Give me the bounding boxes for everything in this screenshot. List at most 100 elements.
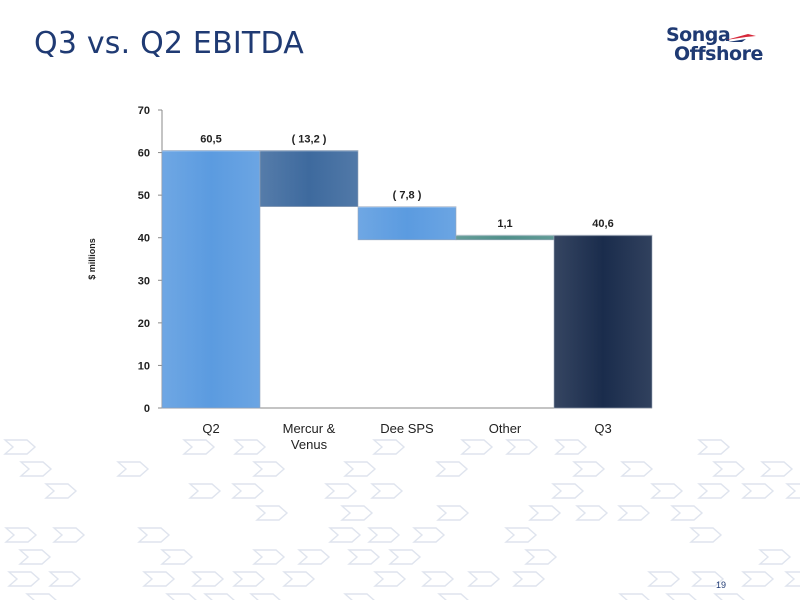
chevron-pattern-shape <box>647 571 681 587</box>
chevron-pattern-shape <box>19 461 53 477</box>
logo-line-1: Songa <box>666 24 731 46</box>
chevron-pattern-shape <box>697 483 731 499</box>
chevron-pattern-shape <box>421 571 455 587</box>
chevron-pattern-shape <box>712 461 746 477</box>
chevron-pattern-shape <box>512 571 546 587</box>
chevron-pattern-shape <box>203 593 235 600</box>
chevron-pattern-shape <box>412 527 446 543</box>
chevron-pattern-shape <box>697 439 731 455</box>
chevron-pattern-shape <box>116 461 150 477</box>
chevron-pattern-shape <box>44 483 78 499</box>
chevron-pattern-shape <box>52 527 86 543</box>
y-axis-title: $ millions <box>87 238 97 280</box>
chevron-pattern-shape <box>324 483 358 499</box>
chevron-pattern-shape <box>691 571 725 587</box>
chevron-pattern-shape <box>670 505 704 521</box>
y-tick-label: 20 <box>138 318 150 330</box>
chevron-pattern-shape <box>617 505 651 521</box>
chevron-pattern-shape <box>689 527 723 543</box>
chevron-pattern-shape <box>741 483 775 499</box>
chevron-pattern-shape <box>48 571 82 587</box>
data-label: 60,5 <box>200 133 221 145</box>
logo-swoosh-icon <box>726 34 756 42</box>
chevron-pattern-shape <box>7 571 41 587</box>
chevron-pattern-shape <box>343 593 375 600</box>
chevron-pattern-shape <box>3 439 37 455</box>
chevron-pattern-shape <box>467 571 501 587</box>
x-tick-label: Q3 <box>594 421 611 436</box>
y-tick-label: 50 <box>138 190 150 202</box>
chevron-pattern-shape <box>137 527 171 543</box>
y-tick-label: 10 <box>138 360 150 372</box>
chevron-pattern-shape <box>554 439 588 455</box>
chevron-pattern-shape <box>741 571 775 587</box>
chevron-pattern-shape <box>4 527 38 543</box>
bar-dee-sps <box>357 206 457 241</box>
y-tick-label: 0 <box>144 403 150 415</box>
x-tick-label: Mercur & <box>283 421 336 436</box>
chevron-pattern-shape <box>528 505 562 521</box>
chevron-pattern-shape <box>505 439 539 455</box>
chevron-pattern-shape <box>191 571 225 587</box>
data-label: 40,6 <box>592 218 613 230</box>
chevron-pattern-shape <box>252 461 286 477</box>
chevron-pattern-shape <box>255 505 289 521</box>
chevron-pattern-shape <box>370 483 404 499</box>
chevron-pattern-shape <box>460 439 494 455</box>
chevron-pattern-shape <box>435 461 469 477</box>
bar-mercur-venus <box>259 150 359 207</box>
chevron-pattern-shape <box>347 549 381 565</box>
page-number: 19 <box>716 580 727 590</box>
chevron-pattern-shape <box>436 505 470 521</box>
company-logo: Songa Offshore <box>664 24 774 68</box>
data-label: 1,1 <box>497 218 512 230</box>
y-tick-label: 30 <box>138 275 150 287</box>
data-label: ( 13,2 ) <box>292 133 327 145</box>
chevron-pattern-shape <box>524 549 558 565</box>
chevron-pattern-shape <box>165 593 197 600</box>
chevron-pattern-shape <box>18 549 52 565</box>
chevron-pattern-shape <box>25 593 57 600</box>
bar-q3 <box>553 234 653 409</box>
bar-q2 <box>161 150 261 409</box>
chevron-pattern-shape <box>504 527 538 543</box>
chevron-pattern-shape <box>282 571 316 587</box>
chevron-pattern-shape <box>437 593 469 600</box>
chevron-pattern-shape <box>784 571 800 587</box>
chevron-pattern-shape <box>575 505 609 521</box>
chevron-pattern-shape <box>182 439 216 455</box>
y-tick-label: 70 <box>138 105 150 117</box>
chevron-pattern-shape <box>388 549 422 565</box>
chevron-pattern-shape <box>665 593 697 600</box>
logo-line-2: Offshore <box>674 43 763 65</box>
y-tick-label: 60 <box>138 148 150 160</box>
chevron-pattern-shape <box>252 549 286 565</box>
y-tick-label: 40 <box>138 233 150 245</box>
chevron-pattern-shape <box>297 549 331 565</box>
chevron-pattern-shape <box>340 505 374 521</box>
chevron-pattern-shape <box>618 593 650 600</box>
chevron-pattern-shape <box>373 571 407 587</box>
chevron-pattern-shape <box>232 571 266 587</box>
chevron-pattern-shape <box>713 593 745 600</box>
page-title: Q3 vs. Q2 EBITDA <box>34 26 304 61</box>
chevron-pattern-shape <box>620 461 654 477</box>
chevron-pattern-shape <box>785 483 800 499</box>
x-tick-label: Dee SPS <box>380 421 434 436</box>
chevron-pattern-shape <box>650 483 684 499</box>
chevron-pattern-shape <box>142 571 176 587</box>
chevron-pattern-shape <box>188 483 222 499</box>
chevron-pattern-shape <box>328 527 362 543</box>
x-tick-label: Other <box>489 421 522 436</box>
chevron-pattern-shape <box>343 461 377 477</box>
chevron-pattern-shape <box>231 483 265 499</box>
chevron-pattern-shape <box>160 549 194 565</box>
x-tick-label: Venus <box>291 437 328 452</box>
chevron-pattern-shape <box>372 439 406 455</box>
chevron-pattern-shape <box>249 593 281 600</box>
x-tick-label: Q2 <box>202 421 219 436</box>
chevron-pattern-shape <box>551 483 585 499</box>
chevron-pattern-shape <box>758 549 792 565</box>
